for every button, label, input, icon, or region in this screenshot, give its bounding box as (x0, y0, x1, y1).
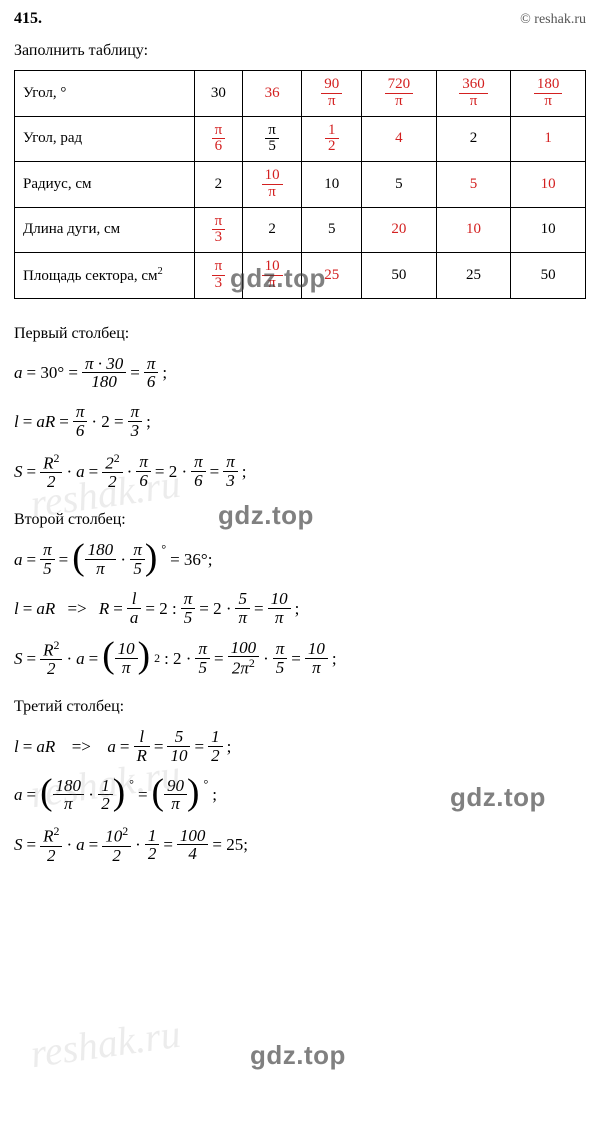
table-cell: 50 (511, 253, 586, 299)
table-cell: π6 (195, 116, 243, 162)
table-cell: 25 (302, 253, 362, 299)
equation: S = R22 · a = 222 · π6 = 2 · π6 = π3; (14, 452, 586, 491)
data-table: Угол, °303690π720π360π180πУгол, радπ6π51… (14, 70, 586, 299)
table-cell: 5 (302, 207, 362, 253)
row-label: Длина дуги, см (15, 207, 195, 253)
equation: l = aR => R = la = 2 : π5 = 2 · 5π = 10π… (14, 590, 586, 627)
table-cell: 4 (362, 116, 437, 162)
table-cell: 10π (242, 253, 302, 299)
header: 415. © reshak.ru (14, 10, 586, 28)
table-cell: π3 (195, 207, 243, 253)
table-cell: 360π (436, 71, 511, 117)
watermark-gdz: gdz.top (250, 1040, 346, 1071)
table-cell: 5 (362, 162, 437, 208)
table-cell: 5 (436, 162, 511, 208)
table-cell: 2 (436, 116, 511, 162)
table-cell: 1 (511, 116, 586, 162)
task-prompt: Заполнить таблицу: (14, 42, 586, 60)
table-cell: π3 (195, 253, 243, 299)
watermark-reshak: reshak.ru (27, 1010, 183, 1078)
table-cell: 2 (242, 207, 302, 253)
table-cell: 720π (362, 71, 437, 117)
table-cell: 50 (362, 253, 437, 299)
problem-number: 415. (14, 10, 42, 28)
section-title-2: Второй столбец: (14, 511, 586, 529)
table-row: Угол, радπ6π512421 (15, 116, 586, 162)
table-cell: 25 (436, 253, 511, 299)
table-cell: 180π (511, 71, 586, 117)
table-cell: 2 (195, 162, 243, 208)
equation: l = aR => a = lR = 510 = 12; (14, 728, 586, 765)
table-row: Площадь сектора, см2π310π25502550 (15, 253, 586, 299)
table-cell: 10 (436, 207, 511, 253)
site-credit: © reshak.ru (520, 12, 586, 28)
table-cell: 30 (195, 71, 243, 117)
table-cell: 10 (511, 207, 586, 253)
row-label: Площадь сектора, см2 (15, 253, 195, 299)
row-label: Угол, рад (15, 116, 195, 162)
equation: a = 30° = π · 30180 = π6; (14, 355, 586, 392)
table-cell: 90π (302, 71, 362, 117)
row-label: Угол, ° (15, 71, 195, 117)
table-row: Угол, °303690π720π360π180π (15, 71, 586, 117)
equation: S = R22 · a = ( 10π )2 : 2 · π5 = 1002π2… (14, 639, 586, 678)
table-cell: 10 (302, 162, 362, 208)
equation: a = π5 = ( 180π · π5 )° = 36°; (14, 541, 586, 578)
row-label: Радиус, см (15, 162, 195, 208)
table-cell: 10π (242, 162, 302, 208)
table-cell: 12 (302, 116, 362, 162)
section-title-1: Первый столбец: (14, 325, 586, 343)
table-cell: 20 (362, 207, 437, 253)
table-cell: π5 (242, 116, 302, 162)
table-row: Радиус, см210π105510 (15, 162, 586, 208)
table-row: Длина дуги, смπ325201010 (15, 207, 586, 253)
equation: l = aR = π6 · 2 = π3; (14, 403, 586, 440)
equation: a = ( 180π · 12 )° = ( 90π )° ; (14, 777, 586, 814)
section-title-3: Третий столбец: (14, 698, 586, 716)
table-cell: 36 (242, 71, 302, 117)
table-cell: 10 (511, 162, 586, 208)
equation: S = R22 · a = 1022 · 12 = 1004 = 25; (14, 825, 586, 864)
